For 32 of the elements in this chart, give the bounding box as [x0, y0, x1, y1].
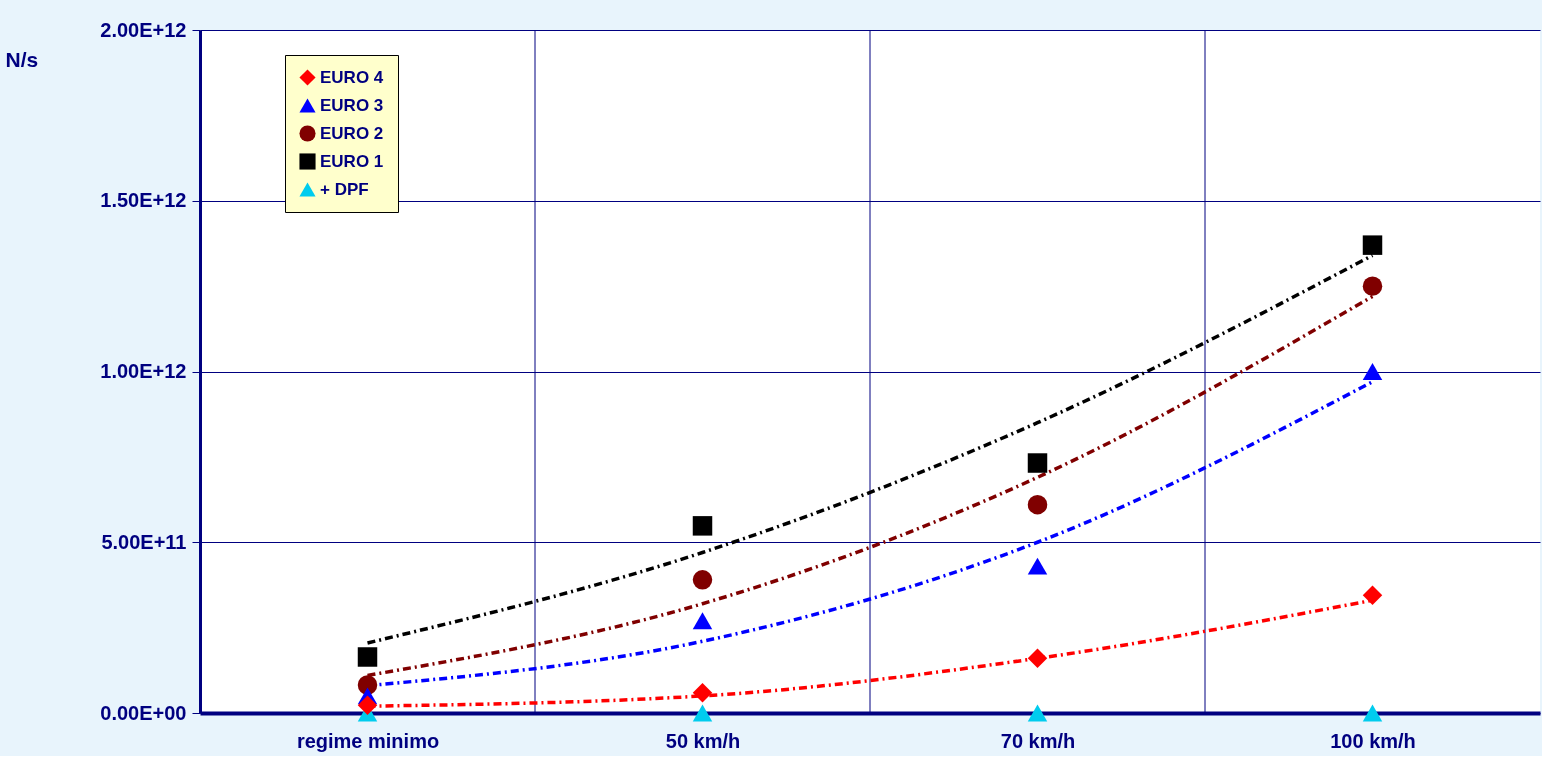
- point: [1362, 585, 1383, 605]
- x-tick-label: regime minimo: [296, 729, 440, 752]
- point: [357, 647, 378, 667]
- legend-label: EURO 1: [320, 151, 384, 171]
- y-axis-title: N/s: [5, 47, 39, 71]
- point: [692, 516, 713, 536]
- point: [1027, 494, 1048, 515]
- legend-label: EURO 2: [320, 123, 384, 143]
- y-tick-label: 0.00E+00: [100, 701, 187, 724]
- legend-label: EURO 3: [320, 95, 384, 115]
- point: [357, 695, 378, 715]
- y-tick-label: 1.00E+12: [100, 360, 187, 382]
- x-tick-label: 100 km/h: [1330, 729, 1416, 752]
- x-tick-label: 70 km/h: [1000, 729, 1076, 752]
- legend-label: + DPF: [320, 179, 369, 199]
- x-tick-label: 50 km/h: [665, 729, 741, 752]
- y-tick-label: 5.00E+11: [101, 530, 187, 553]
- point: [1027, 704, 1048, 722]
- point: [692, 570, 713, 590]
- point: [692, 612, 713, 630]
- legend-label: EURO 4: [320, 67, 384, 87]
- y-tick-label: 1.50E+12: [100, 189, 187, 212]
- point: [1362, 704, 1383, 722]
- point: [692, 704, 713, 722]
- point: [1362, 363, 1383, 380]
- point: [1362, 235, 1383, 255]
- point: [1027, 453, 1048, 473]
- point: [1027, 648, 1048, 669]
- point: [1362, 276, 1383, 296]
- point: [1027, 557, 1048, 575]
- y-tick-label: 2.00E+12: [100, 18, 187, 41]
- point: [692, 683, 713, 703]
